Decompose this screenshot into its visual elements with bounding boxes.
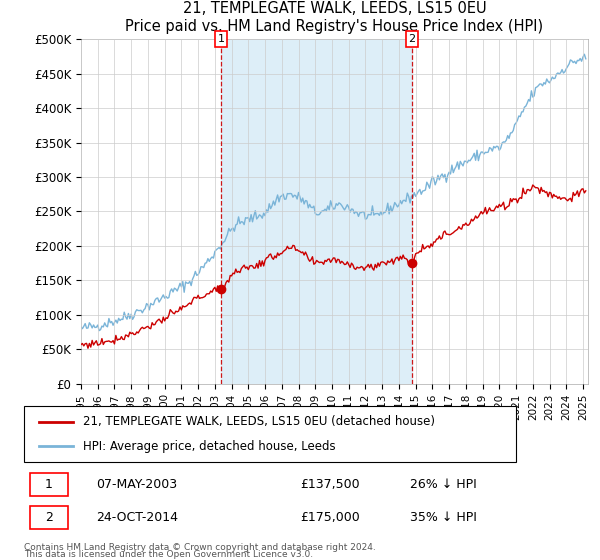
Bar (221, 39, 412, 384)
Text: 24-OCT-2014: 24-OCT-2014 (96, 511, 178, 524)
Text: £137,500: £137,500 (300, 478, 359, 491)
Text: 1: 1 (218, 34, 224, 44)
Text: This data is licensed under the Open Government Licence v3.0.: This data is licensed under the Open Gov… (24, 550, 313, 559)
Text: 07-MAY-2003: 07-MAY-2003 (96, 478, 177, 491)
Text: 2: 2 (409, 34, 416, 44)
Text: 21, TEMPLEGATE WALK, LEEDS, LS15 0EU (detached house): 21, TEMPLEGATE WALK, LEEDS, LS15 0EU (de… (83, 415, 435, 428)
Text: 35% ↓ HPI: 35% ↓ HPI (410, 511, 477, 524)
Text: 2: 2 (45, 511, 53, 524)
Text: £175,000: £175,000 (300, 511, 360, 524)
Text: 1: 1 (45, 478, 53, 491)
Text: Contains HM Land Registry data © Crown copyright and database right 2024.: Contains HM Land Registry data © Crown c… (24, 543, 376, 552)
Title: 21, TEMPLEGATE WALK, LEEDS, LS15 0EU
Price paid vs. HM Land Registry's House Pri: 21, TEMPLEGATE WALK, LEEDS, LS15 0EU Pri… (125, 2, 544, 34)
Text: HPI: Average price, detached house, Leeds: HPI: Average price, detached house, Leed… (83, 440, 335, 453)
Text: 26% ↓ HPI: 26% ↓ HPI (410, 478, 477, 491)
FancyBboxPatch shape (29, 473, 68, 496)
FancyBboxPatch shape (24, 406, 516, 462)
FancyBboxPatch shape (29, 506, 68, 529)
